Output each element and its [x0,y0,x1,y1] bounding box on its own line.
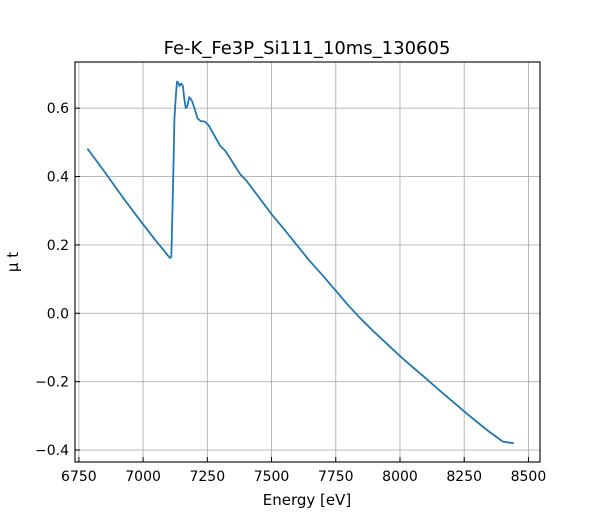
x-tick-label: 6750 [61,469,97,485]
x-axis-label: Energy [eV] [263,491,351,509]
y-axis-label: μ t [4,252,22,272]
series-layer [86,80,514,445]
y-tick-label: 0.4 [47,170,69,186]
x-tick-label: 7750 [318,469,354,485]
series-line [86,80,514,445]
y-tick-label: 0.0 [47,306,69,322]
y-tick-label: 0.2 [47,238,69,254]
x-tick-label: 8000 [382,469,418,485]
x-tick-label: 7500 [254,469,290,485]
x-tick-label: 8250 [446,469,482,485]
x-tick-label: 8500 [511,469,547,485]
chart-title: Fe-K_Fe3P_Si111_10ms_130605 [164,38,451,59]
y-tick-label: −0.2 [35,375,69,391]
plot-frame [74,61,541,463]
axis-ticks: 6750 7000 7250 7500 7750 8000 8250 8500 −0.4 −0.2… [35,101,546,485]
y-tick-label: 0.6 [47,101,69,117]
x-tick-label: 7000 [125,469,161,485]
y-tick-label: −0.4 [35,443,69,459]
x-tick-label: 7250 [189,469,225,485]
grid-lines [75,62,540,462]
